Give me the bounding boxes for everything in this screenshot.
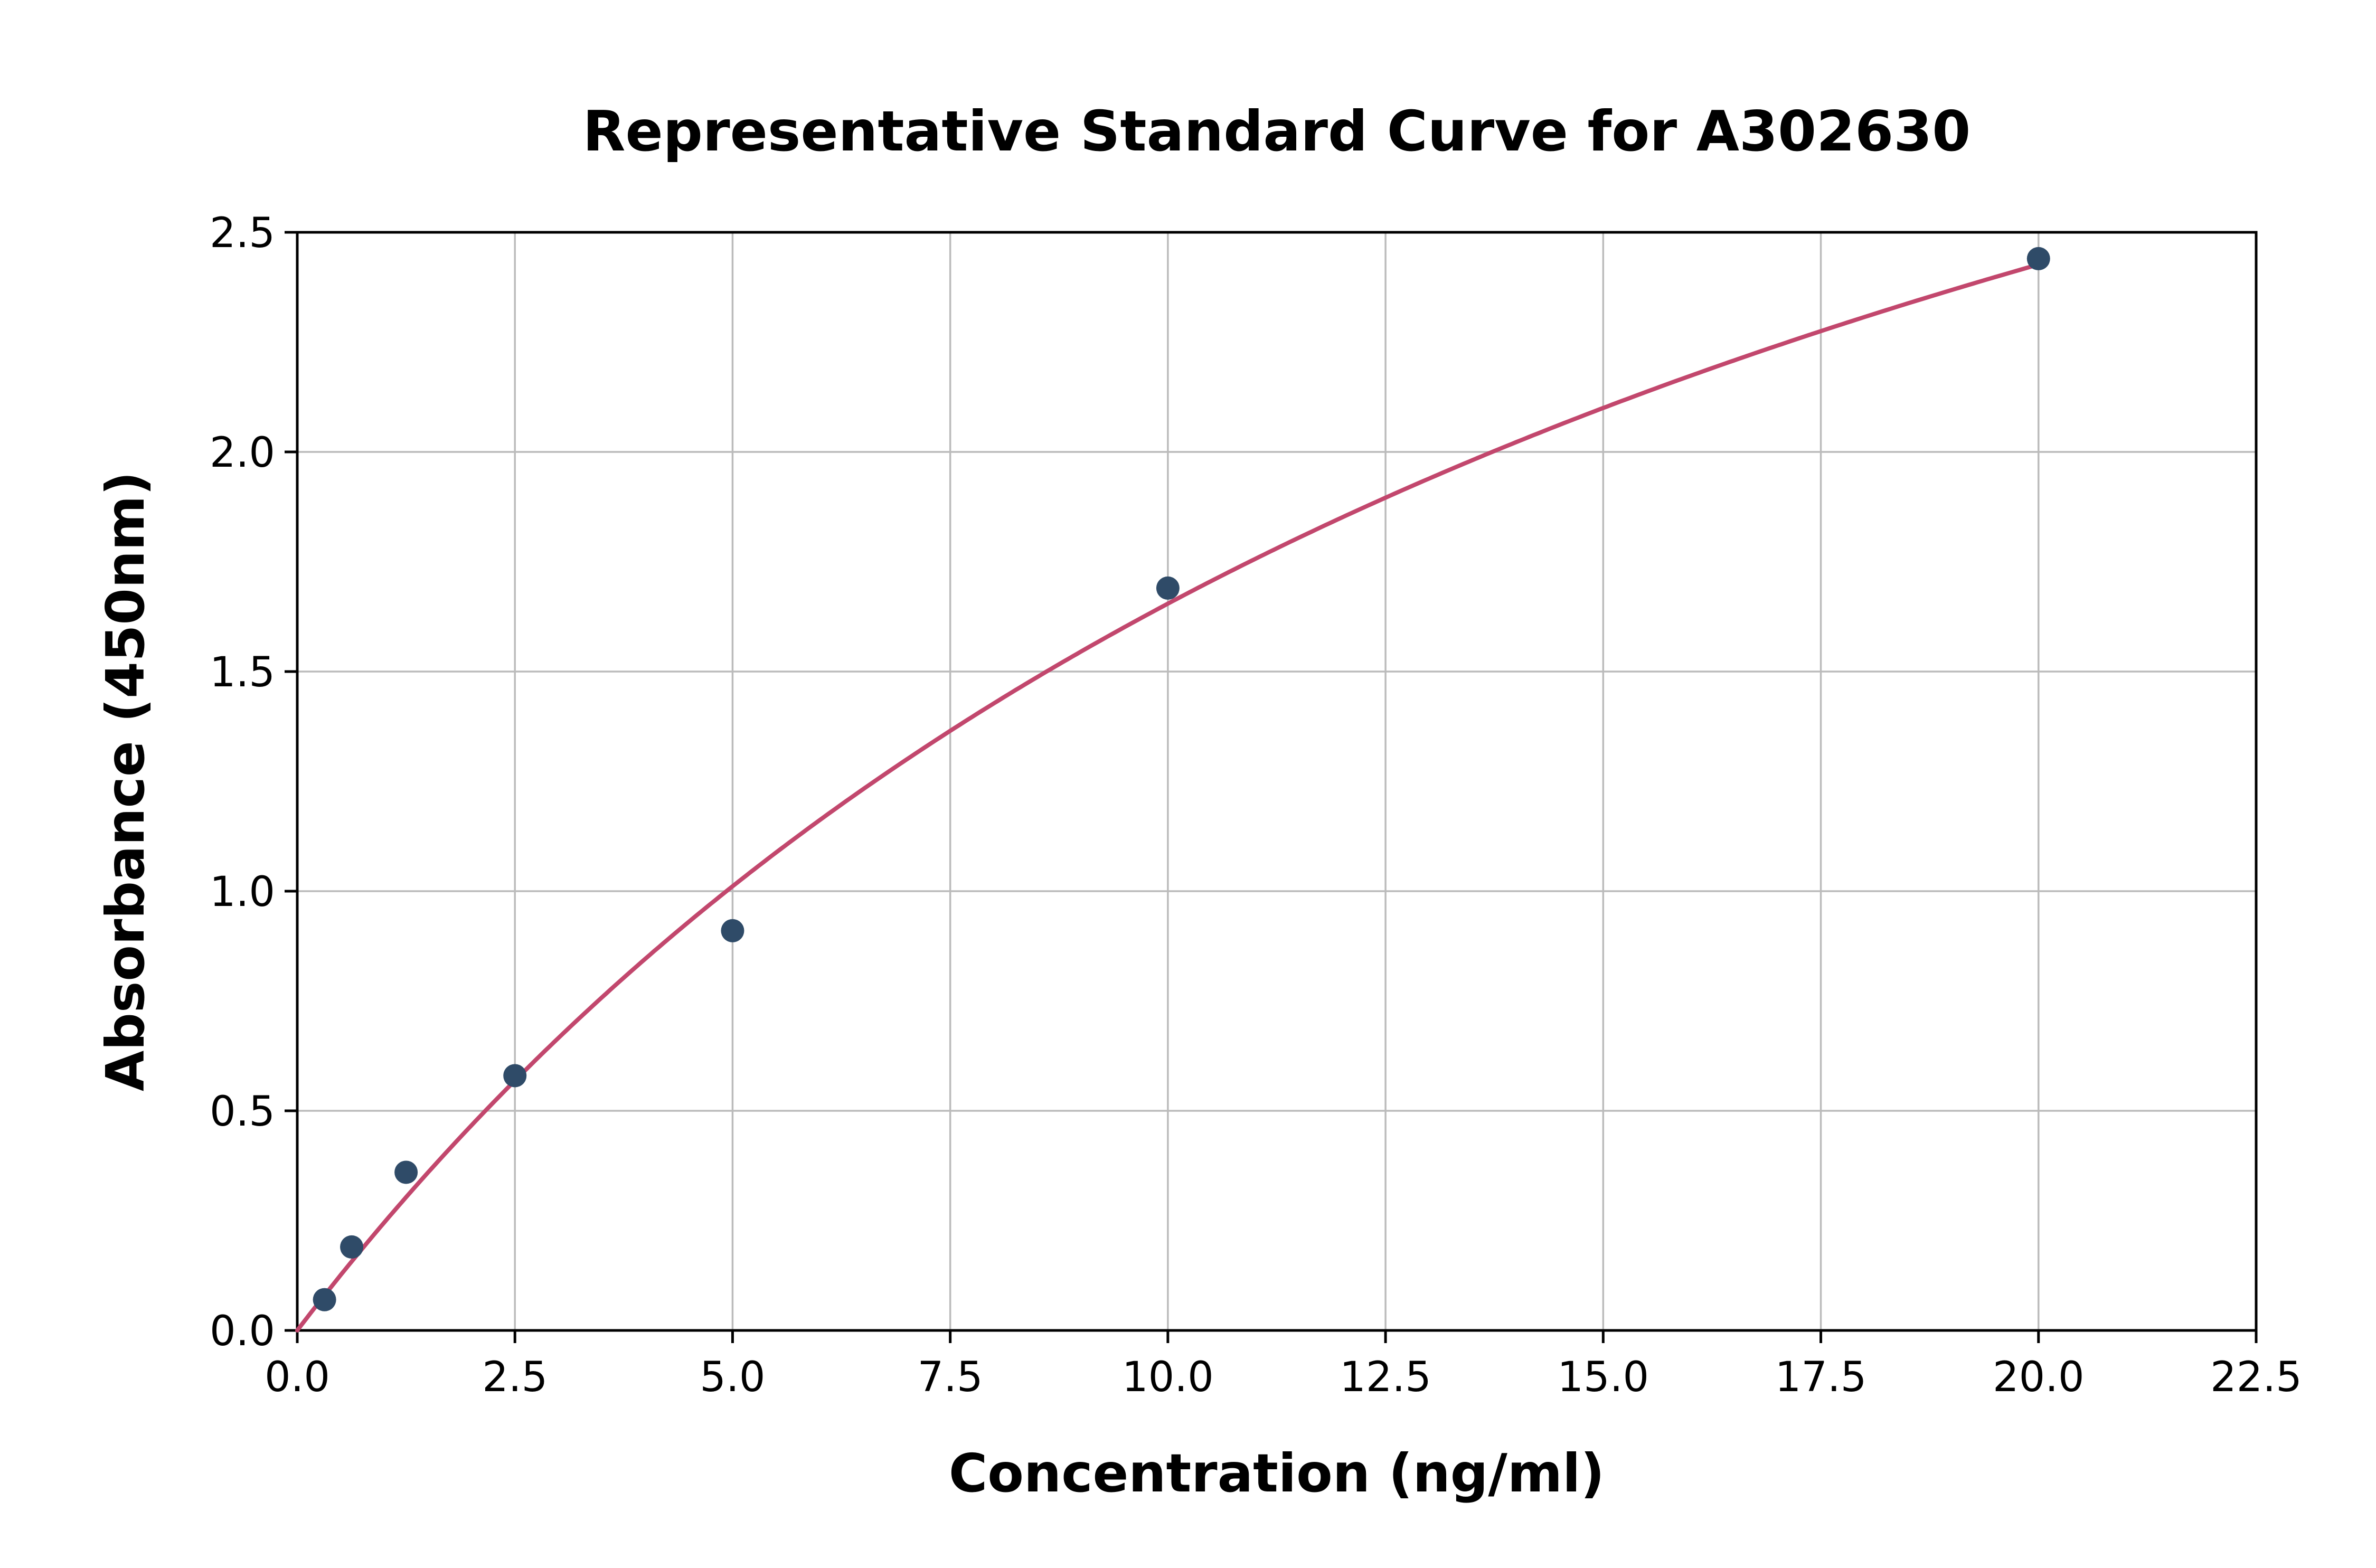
- data-point: [503, 1064, 527, 1088]
- x-axis-label: Concentration (ng/ml): [949, 1442, 1605, 1504]
- fit-curve: [295, 262, 2041, 1333]
- y-tick-label: 2.0: [210, 429, 275, 477]
- data-points: [313, 247, 2050, 1311]
- tick-marks: [285, 231, 2258, 1343]
- x-tick-label: 20.0: [1993, 1354, 2085, 1401]
- x-tick-label: 12.5: [1340, 1354, 1431, 1401]
- plot-border: [296, 231, 2258, 1332]
- y-axis-label: Absorbance (450nm): [95, 471, 156, 1091]
- x-tick-label: 17.5: [1775, 1354, 1867, 1401]
- tick-labels: 0.0 2.5 5.0 7.5 10.0 12.5 15.0 17.5 20.0 22.5 0.0 0…: [210, 210, 2302, 1401]
- gridlines: [296, 231, 2257, 1331]
- chart-title: Representative Standard Curve for A30263…: [583, 99, 1971, 164]
- data-point: [313, 1288, 336, 1311]
- data-point: [394, 1160, 418, 1184]
- data-point: [340, 1235, 364, 1259]
- x-tick-label: 5.0: [700, 1354, 765, 1401]
- y-tick-label: 2.5: [210, 210, 275, 257]
- x-tick-label: 10.0: [1122, 1354, 1214, 1401]
- data-point: [721, 919, 744, 942]
- x-tick-label: 7.5: [918, 1354, 983, 1401]
- x-tick-label: 22.5: [2210, 1354, 2302, 1401]
- y-tick-label: 1.0: [210, 868, 275, 916]
- data-point: [1156, 576, 1180, 600]
- y-tick-label: 1.5: [210, 649, 275, 696]
- data-point: [2026, 247, 2050, 270]
- y-tick-label: 0.0: [210, 1308, 275, 1355]
- x-tick-label: 0.0: [265, 1354, 330, 1401]
- x-tick-label: 15.0: [1557, 1354, 1649, 1401]
- x-tick-label: 2.5: [482, 1354, 548, 1401]
- y-tick-label: 0.5: [210, 1088, 275, 1136]
